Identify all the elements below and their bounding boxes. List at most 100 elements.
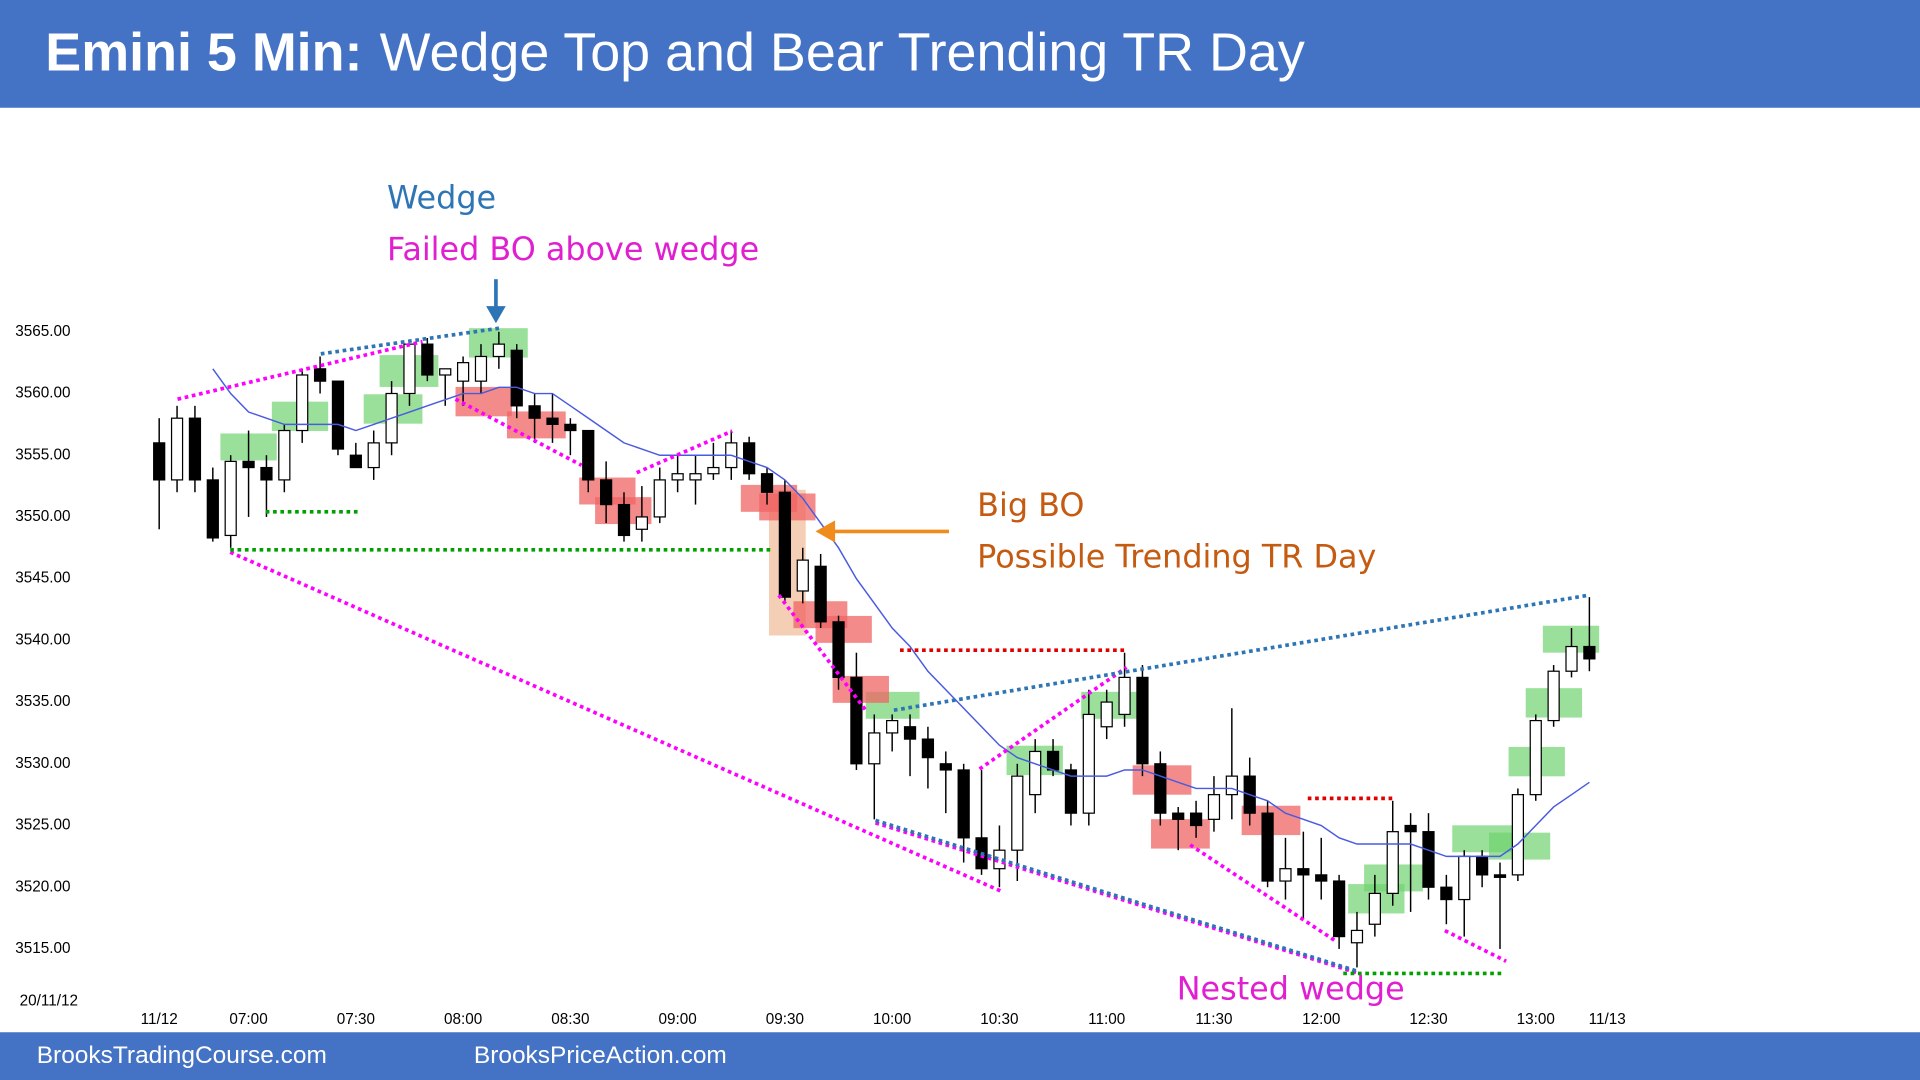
candle-body	[421, 343, 434, 376]
candle-body	[224, 460, 237, 537]
x-tick-label: 07:00	[229, 1011, 267, 1028]
title: Emini 5 Min:	[45, 23, 362, 83]
x-tick-label: 11/13	[1589, 1011, 1626, 1028]
candles	[153, 331, 1596, 968]
candle-body	[1046, 750, 1060, 771]
footer-bar	[0, 1032, 1920, 1080]
y-tick-label: 3545.00	[15, 570, 70, 587]
candle-body	[1583, 645, 1596, 660]
y-tick-label: 3535.00	[15, 693, 70, 710]
candle-body	[832, 621, 845, 678]
candle-body	[546, 417, 559, 425]
candle-body	[653, 479, 666, 518]
magenta-lines	[177, 339, 1507, 976]
candle-body	[296, 374, 309, 432]
candle-body	[707, 466, 720, 475]
header-title: Emini 5 Min: Wedge Top and Bear Trending …	[45, 23, 1305, 83]
y-tick-label: 3555.00	[15, 446, 70, 463]
x-tick-label: 10:30	[980, 1011, 1018, 1028]
y-tick-label: 3515.00	[15, 940, 70, 957]
x-tick-label: 13:00	[1517, 1011, 1555, 1028]
candle-body	[170, 417, 184, 481]
candle-body	[1332, 880, 1346, 938]
blue-arrow	[486, 279, 506, 324]
candle-body	[492, 343, 505, 358]
candle-body	[1172, 812, 1185, 820]
candle-body	[600, 479, 613, 506]
red-lines	[900, 648, 1396, 801]
y-tick-label: 3560.00	[15, 385, 70, 402]
candle-body	[206, 479, 219, 539]
x-tick-label: 12:00	[1302, 1011, 1340, 1028]
candle-body	[1279, 868, 1292, 882]
y-tick-label: 3520.00	[15, 878, 70, 895]
candle-body	[743, 442, 756, 475]
candle-body	[313, 368, 327, 382]
candle-body	[260, 466, 273, 481]
moving-average	[212, 368, 1590, 858]
annotation: Possible Trending TR Day	[977, 537, 1376, 575]
candle-body	[1297, 868, 1310, 876]
candle-body	[1529, 719, 1542, 796]
x-tick-label: 12:30	[1409, 1011, 1447, 1028]
candle-body	[1476, 855, 1489, 876]
candle-body	[439, 368, 452, 376]
y-tick-label: 3525.00	[15, 817, 70, 834]
orange-arrow	[815, 520, 949, 543]
x-tick-label: 09:00	[658, 1011, 696, 1028]
candle-body	[1493, 874, 1507, 878]
green-lines	[230, 510, 1505, 976]
x-tick-label: 08:30	[551, 1011, 589, 1028]
annotation: Big BO	[977, 486, 1084, 524]
candle-body	[1565, 645, 1578, 672]
subtitle: Wedge Top and Bear Trending TR Day	[380, 23, 1305, 83]
candle-body	[814, 565, 827, 623]
annotation: Wedge	[387, 179, 496, 217]
y-tick-label: 3550.00	[15, 508, 70, 525]
candle-body	[367, 442, 380, 469]
trend-lines	[177, 279, 1590, 976]
candle-body	[1422, 831, 1435, 888]
candle-body	[1100, 701, 1113, 728]
candle-body	[1440, 886, 1453, 901]
candle-body	[617, 503, 631, 537]
candle-body	[242, 460, 255, 469]
candle-body	[1261, 812, 1274, 882]
candle-body	[1064, 769, 1078, 814]
candle-body	[850, 676, 863, 765]
candle-body	[1207, 794, 1221, 820]
candle-body	[1154, 763, 1167, 814]
candle-body	[886, 719, 899, 734]
candle-body	[1404, 824, 1417, 833]
candle-body	[278, 429, 291, 481]
x-tick-label: 08:00	[444, 1011, 482, 1028]
y-tick-label: 3540.00	[15, 631, 70, 648]
x-tick-label: 11:30	[1195, 1011, 1232, 1028]
candle-body	[1136, 676, 1149, 765]
candle-body	[1189, 812, 1203, 827]
candle-body	[868, 732, 881, 765]
candle-body	[582, 429, 595, 481]
candle-body	[939, 763, 952, 771]
candle-body	[1315, 874, 1328, 882]
candle-body	[349, 454, 362, 469]
candle-body	[1118, 676, 1131, 716]
candle-body	[564, 423, 577, 432]
date-label: 20/11/12	[20, 993, 78, 1010]
candle-body	[510, 349, 523, 407]
candle-body	[188, 417, 202, 481]
candle-body	[1029, 750, 1042, 796]
candle-body	[760, 473, 774, 493]
header-bar	[0, 0, 1920, 108]
candle-body	[689, 473, 702, 481]
footer-link: BrooksPriceAction.com	[474, 1042, 727, 1069]
x-tick-label: 11:00	[1088, 1011, 1125, 1028]
candle-body	[1547, 670, 1560, 722]
candle-body	[1386, 831, 1399, 895]
x-tick-label: 11/12	[141, 1011, 178, 1028]
candle-body	[153, 442, 166, 481]
candle-body	[1225, 775, 1238, 796]
candle-body	[474, 355, 488, 382]
candle-body	[1350, 929, 1364, 944]
